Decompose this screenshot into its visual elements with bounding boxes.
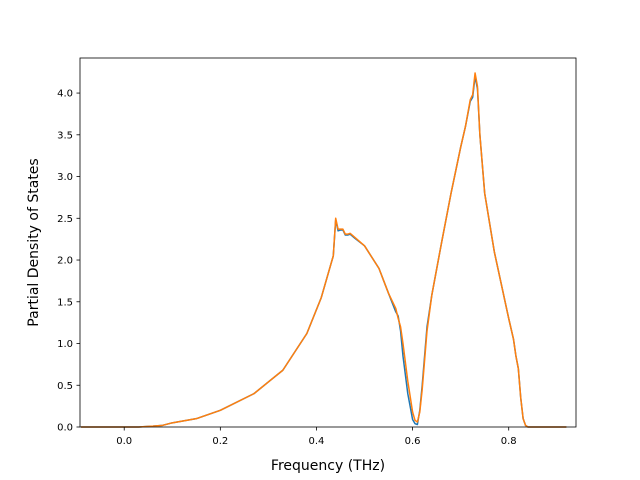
x-axis-label: Frequency (THz) <box>271 458 385 474</box>
series-layer <box>80 72 567 428</box>
y-tick-label: 3.5 <box>57 130 73 141</box>
series-line-1 <box>80 72 567 428</box>
x-tick-label: 0.4 <box>309 436 325 447</box>
y-tick-label: 1.5 <box>57 297 73 308</box>
y-tick-label: 0.0 <box>57 423 73 434</box>
axes-frame <box>79 57 577 428</box>
y-ticks: 0.0 0.5 1.0 1.5 2.0 2.5 3.0 3.5 4.0 <box>57 89 80 434</box>
x-tick-label: 0.6 <box>405 436 421 447</box>
y-tick-label: 4.0 <box>57 89 73 100</box>
y-tick-label: 2.0 <box>57 256 73 267</box>
y-tick-label: 0.5 <box>57 381 73 392</box>
x-tick-label: 0.8 <box>501 436 517 447</box>
x-ticks: 0.0 0.2 0.4 0.6 0.8 <box>116 427 517 447</box>
y-tick-label: 2.5 <box>57 214 73 225</box>
y-tick-label: 3.0 <box>57 172 73 183</box>
x-tick-label: 0.2 <box>212 436 228 447</box>
y-tick-label: 1.0 <box>57 339 73 350</box>
x-tick-label: 0.0 <box>116 436 132 447</box>
y-axis-label: Partial Density of States <box>26 158 42 326</box>
